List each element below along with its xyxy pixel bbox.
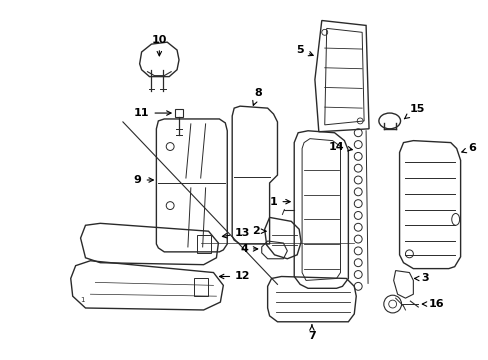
Bar (193, 278, 207, 296)
Text: 1: 1 (269, 197, 289, 207)
Text: 13: 13 (222, 228, 250, 238)
Text: 14: 14 (328, 141, 351, 152)
Text: 10: 10 (151, 35, 167, 56)
Text: 2: 2 (251, 226, 265, 236)
Bar (196, 235, 210, 253)
Text: 5: 5 (296, 45, 312, 56)
Text: 7: 7 (307, 325, 315, 341)
Text: 6: 6 (461, 144, 475, 153)
Text: 9: 9 (133, 175, 153, 185)
Text: 4: 4 (240, 244, 257, 254)
Text: 12: 12 (219, 271, 250, 282)
Text: 8: 8 (252, 88, 261, 105)
Text: 15: 15 (404, 104, 424, 119)
Text: 3: 3 (414, 274, 428, 283)
Text: 1: 1 (81, 297, 85, 303)
Bar (175, 109, 183, 117)
Text: 16: 16 (422, 299, 444, 309)
Text: 11: 11 (134, 108, 171, 118)
